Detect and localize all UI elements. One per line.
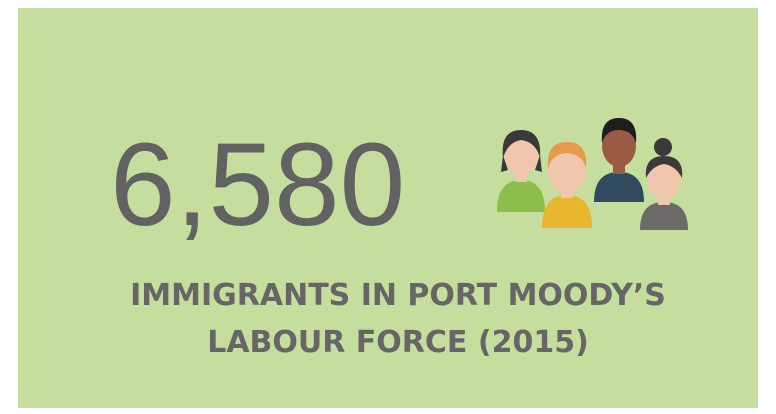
stat-label: LABOUR FORCE (2015) bbox=[207, 325, 589, 360]
infographic: 6,580 IMMIGRANTS IN PORT MOODY’S LABOUR … bbox=[0, 0, 776, 414]
page: 6,580 IMMIGRANTS IN PORT MOODY’S LABOUR … bbox=[0, 0, 776, 414]
stat-value: 6,580 bbox=[110, 119, 405, 251]
stat-label: IMMIGRANTS IN PORT MOODY’S bbox=[130, 278, 666, 313]
